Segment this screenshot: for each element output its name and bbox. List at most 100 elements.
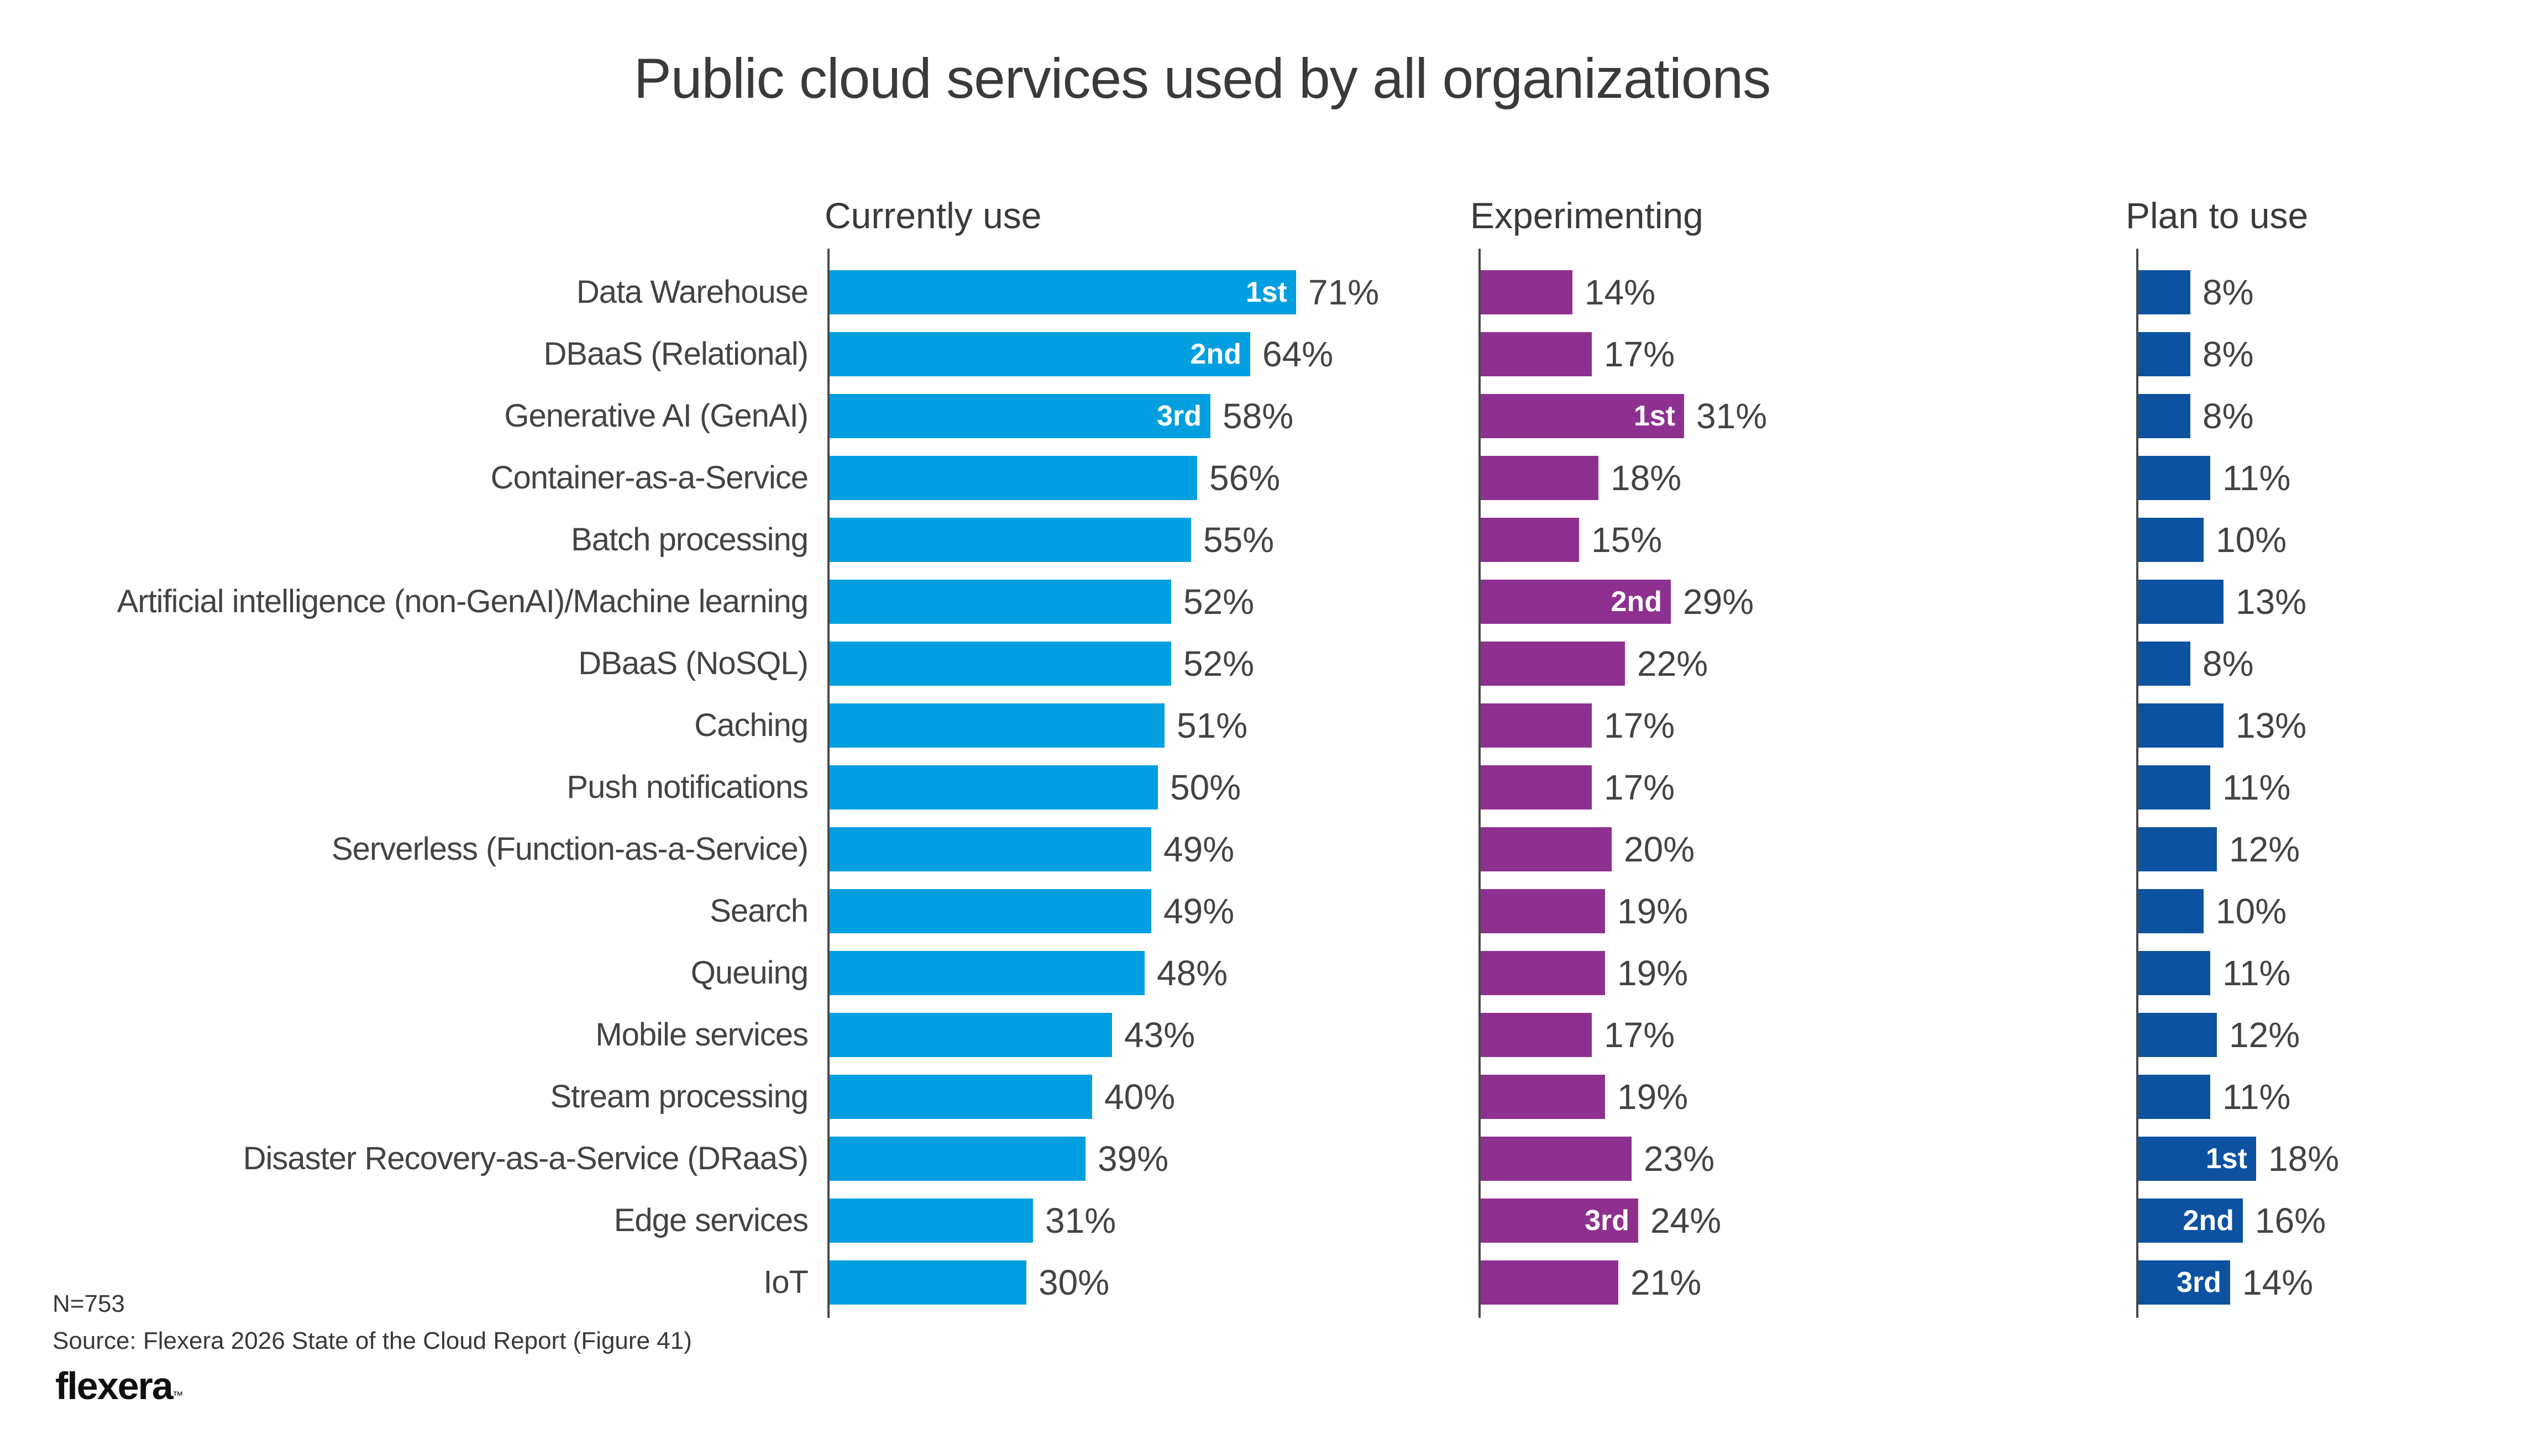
bar-value-label: 55% [1203,520,1275,560]
bar: 3rd [2138,1260,2230,1305]
category-label: Caching [694,707,809,743]
bar-value-label: 21% [1630,1263,1702,1302]
bar-value-label: 71% [1308,272,1380,312]
bar [829,703,1165,748]
category-label: Generative AI (GenAI) [504,398,809,434]
bar-value-label: 12% [2229,1015,2300,1055]
flexera-logo: flexera™ [55,1364,183,1408]
category-label: IoT [763,1264,809,1300]
rank-badge: 1st [2205,1143,2247,1175]
bar-value-label: 17% [1604,1015,1675,1055]
bar [829,1137,1086,1181]
category-label: Queuing [690,955,809,991]
bar-value-label: 8% [2203,272,2254,312]
category-label: Disaster Recovery-as-a-Service (DRaaS) [243,1140,809,1176]
bar-value-label: 8% [2203,396,2254,436]
bar-value-label: 24% [1650,1201,1722,1241]
rank-badge: 3rd [2177,1266,2221,1299]
bar [829,889,1151,933]
column-axis-2 [2136,249,2138,1318]
bar [1480,456,1598,500]
bar [1480,765,1592,810]
bar [2138,1013,2217,1057]
bar-value-label: 49% [1163,891,1235,931]
sample-size-note: N=753 [53,1290,125,1317]
bar-value-label: 14% [1585,272,1656,312]
rank-badge: 3rd [1157,400,1202,432]
bar [2138,765,2210,810]
bar-value-label: 56% [1209,458,1281,498]
bar-value-label: 11% [2222,953,2291,993]
rank-badge: 2nd [1190,338,1241,370]
bar [1480,889,1605,933]
bar-value-label: 64% [1262,334,1334,374]
chart-row: Serverless (Function-as-a-Service) 49% 20%… [0,818,2538,880]
category-label: DBaaS (NoSQL) [578,645,809,681]
chart-row: DBaaS (Relational) 2nd 64% 17% 8% [0,323,2538,385]
bar [2138,332,2190,376]
bar-value-label: 17% [1604,706,1675,745]
bar [829,827,1151,871]
chart-title: Public cloud services used by all organi… [633,47,1771,110]
bar [2138,642,2190,686]
bar [829,951,1145,995]
bar [1480,518,1579,562]
bar: 2nd [829,332,1250,376]
bar-value-label: 11% [2222,458,2291,498]
bar [2138,1075,2210,1119]
bar [2138,827,2217,871]
column-axis-1 [1478,249,1481,1318]
bar: 2nd [2138,1199,2243,1243]
bar-value-label: 8% [2203,334,2254,374]
column-header-currently-use: Currently use [825,195,1042,236]
flexera-logo-text: flexera [55,1364,174,1407]
bar-value-label: 17% [1604,768,1675,807]
chart-row: Mobile services 43% 17% 12% [0,1004,2538,1066]
category-label: Artificial intelligence (non-GenAI)/Mach… [117,584,809,619]
bar [1480,1013,1592,1057]
bar: 3rd [829,394,1210,438]
bar-value-label: 51% [1177,706,1248,745]
chart-row: Batch processing 55% 15% 10% [0,509,2538,571]
bar [829,1199,1033,1243]
category-label: DBaaS (Relational) [543,336,809,372]
bar [2138,889,2204,933]
bar-value-label: 16% [2255,1201,2326,1241]
category-label: Container-as-a-Service [490,460,809,496]
bar [1480,1260,1618,1305]
bar-value-label: 30% [1039,1263,1110,1302]
bar [1480,1137,1632,1181]
bar-value-label: 52% [1183,582,1255,622]
category-label: Push notifications [567,769,809,805]
bar: 1st [1480,394,1684,438]
bar-value-label: 58% [1223,396,1294,436]
rank-badge: 1st [1245,276,1287,308]
bar-value-label: 18% [1611,458,1682,498]
bar [2138,580,2224,624]
bar: 2nd [1480,580,1671,624]
bar [2138,394,2190,438]
bar: 1st [829,270,1296,314]
bar-value-label: 52% [1183,644,1255,684]
bar-value-label: 11% [2222,1077,2291,1117]
bar-value-label: 40% [1104,1077,1176,1117]
category-label: Data Warehouse [576,274,809,310]
chart-row: Queuing 48% 19% 11% [0,942,2538,1004]
bar-value-label: 19% [1617,953,1688,993]
bar [1480,703,1592,748]
bar [1480,332,1592,376]
rank-badge: 1st [1633,400,1675,432]
bar [829,1013,1112,1057]
category-label: Stream processing [550,1079,809,1115]
column-header-experimenting: Experimenting [1470,195,1703,236]
rank-badge: 3rd [1585,1205,1629,1237]
chart-row: Edge services 31% 3rd 24% 2nd 16% [0,1190,2538,1252]
bar-value-label: 19% [1617,891,1688,931]
column-axis-0 [827,249,830,1318]
chart-body: Data Warehouse 1st 71% 14% 8% DBaaS (Relation… [0,261,2538,1313]
chart-row: Disaster Recovery-as-a-Service (DRaaS) 39… [0,1128,2538,1190]
bar-value-label: 10% [2216,891,2287,931]
bar [829,580,1171,624]
bar-value-label: 14% [2242,1263,2314,1302]
